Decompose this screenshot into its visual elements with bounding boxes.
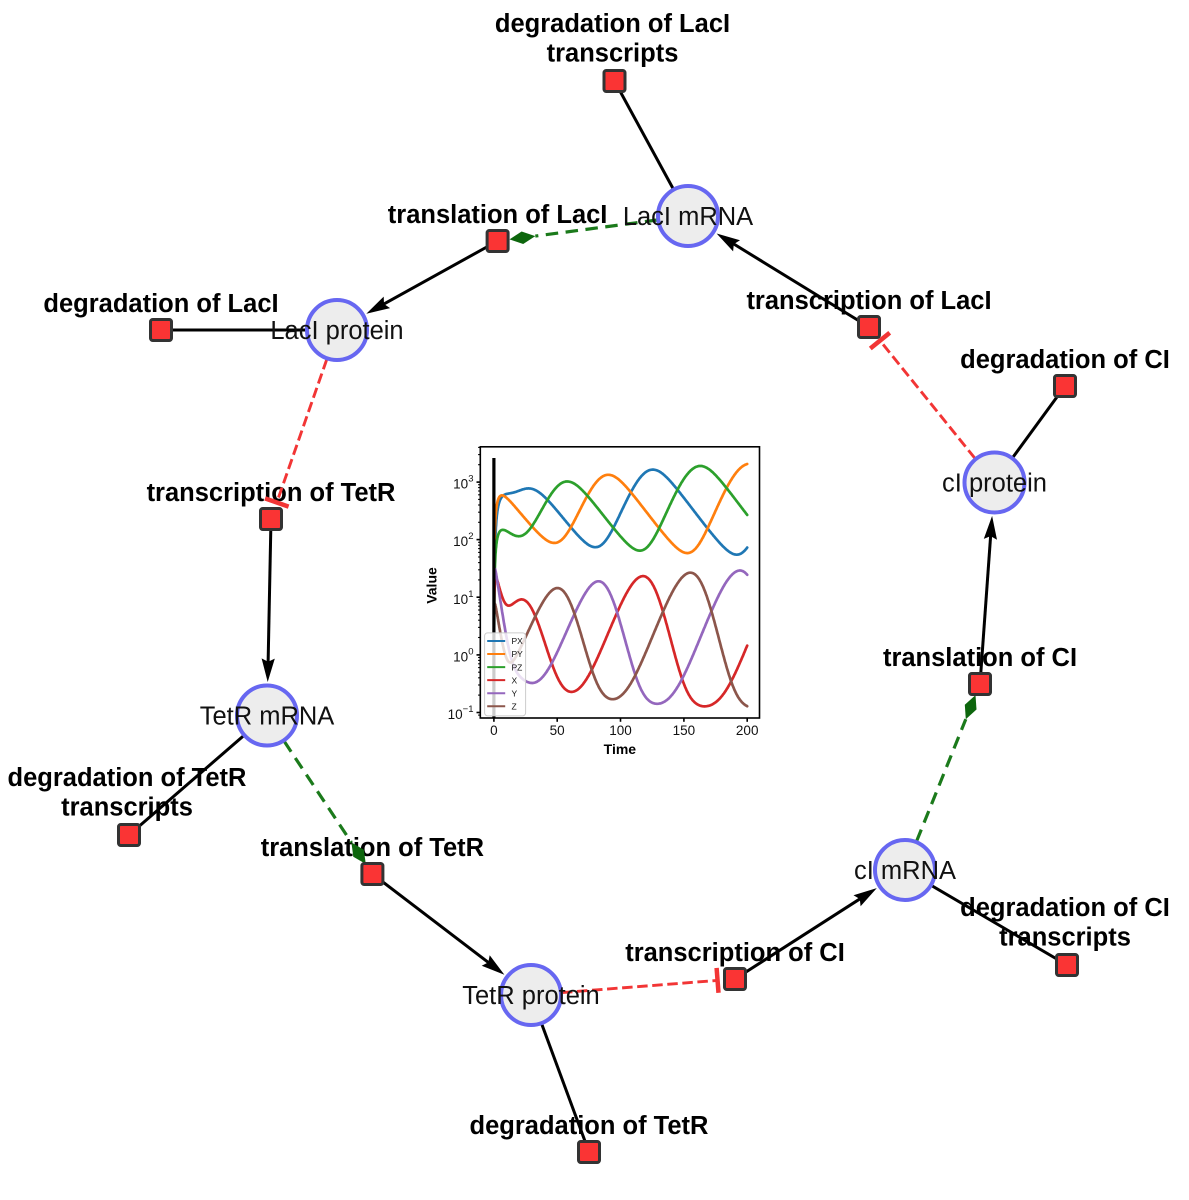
svg-text:degradation of CI: degradation of CI: [960, 894, 1170, 922]
svg-text:degradation of CI: degradation of CI: [960, 346, 1170, 374]
svg-text:translation of LacI: translation of LacI: [388, 201, 608, 229]
svg-text:X: X: [512, 675, 518, 685]
svg-text:transcription of CI: transcription of CI: [625, 939, 845, 967]
svg-text:LacI protein: LacI protein: [270, 317, 403, 345]
svg-text:Value: Value: [424, 567, 440, 604]
svg-text:PZ: PZ: [512, 662, 523, 672]
svg-text:transcripts: transcripts: [547, 40, 679, 68]
svg-text:50: 50: [550, 723, 565, 738]
svg-text:degradation of TetR: degradation of TetR: [8, 764, 247, 792]
svg-text:translation of TetR: translation of TetR: [261, 834, 484, 862]
svg-text:PX: PX: [512, 636, 524, 646]
svg-text:cI protein: cI protein: [942, 470, 1047, 498]
svg-text:TetR protein: TetR protein: [462, 982, 600, 1010]
svg-text:0: 0: [490, 723, 498, 738]
svg-text:150: 150: [673, 723, 696, 738]
svg-text:degradation of LacI: degradation of LacI: [43, 290, 278, 318]
svg-text:PY: PY: [512, 649, 524, 659]
svg-text:transcription of LacI: transcription of LacI: [746, 287, 991, 315]
svg-text:LacI mRNA: LacI mRNA: [623, 203, 753, 231]
svg-text:200: 200: [736, 723, 759, 738]
svg-text:100: 100: [609, 723, 632, 738]
svg-text:degradation of TetR: degradation of TetR: [470, 1112, 709, 1140]
svg-text:TetR mRNA: TetR mRNA: [200, 703, 335, 731]
svg-text:Z: Z: [512, 702, 517, 712]
svg-text:degradation of LacI: degradation of LacI: [495, 10, 730, 38]
svg-text:Y: Y: [512, 688, 518, 698]
svg-text:cI mRNA: cI mRNA: [854, 857, 956, 885]
svg-text:Time: Time: [604, 741, 637, 757]
